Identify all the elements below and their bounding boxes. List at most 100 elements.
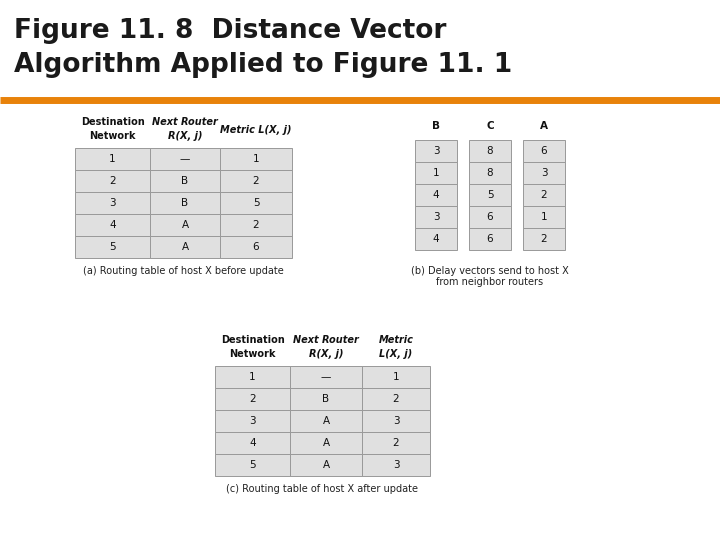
Text: 5: 5	[249, 460, 256, 470]
Bar	[75, 170, 150, 192]
Text: —: —	[321, 372, 331, 382]
Bar	[362, 454, 430, 476]
Bar	[362, 388, 430, 410]
Bar	[523, 162, 565, 184]
Text: B: B	[181, 198, 189, 208]
Bar	[215, 432, 290, 454]
Text: R(X, j): R(X, j)	[168, 131, 202, 141]
Text: 2: 2	[392, 438, 400, 448]
Text: 4: 4	[109, 220, 116, 230]
Bar	[469, 162, 511, 184]
Text: 1: 1	[253, 154, 259, 164]
Bar	[362, 410, 430, 432]
Bar	[220, 148, 292, 170]
Text: 1: 1	[109, 154, 116, 164]
Bar	[469, 184, 511, 206]
Text: Destination: Destination	[220, 335, 284, 345]
Text: A: A	[181, 220, 189, 230]
Text: 5: 5	[487, 190, 493, 200]
Text: 2: 2	[253, 220, 259, 230]
Text: —: —	[180, 154, 190, 164]
Bar	[290, 366, 362, 388]
Text: A: A	[323, 416, 330, 426]
Text: 3: 3	[109, 198, 116, 208]
Text: 1: 1	[433, 168, 439, 178]
Text: 6: 6	[487, 212, 493, 222]
Text: (c) Routing table of host X after update: (c) Routing table of host X after update	[227, 484, 418, 494]
Text: A: A	[540, 121, 548, 131]
Bar	[362, 432, 430, 454]
Text: B: B	[181, 176, 189, 186]
Text: 4: 4	[249, 438, 256, 448]
Bar	[523, 140, 565, 162]
Text: 3: 3	[392, 460, 400, 470]
Bar	[215, 454, 290, 476]
Text: 2: 2	[253, 176, 259, 186]
Text: 1: 1	[541, 212, 547, 222]
Text: Algorithm Applied to Figure 11. 1: Algorithm Applied to Figure 11. 1	[14, 52, 512, 78]
Text: Metric: Metric	[379, 335, 413, 345]
Text: 5: 5	[253, 198, 259, 208]
Text: Next Router: Next Router	[152, 117, 218, 127]
Text: A: A	[323, 438, 330, 448]
Bar	[75, 214, 150, 236]
Bar	[415, 206, 457, 228]
Bar	[215, 410, 290, 432]
Bar	[75, 192, 150, 214]
Text: Network: Network	[89, 131, 136, 141]
Text: 2: 2	[541, 190, 547, 200]
Text: 2: 2	[392, 394, 400, 404]
Text: 2: 2	[541, 234, 547, 244]
Bar	[75, 236, 150, 258]
Bar	[290, 432, 362, 454]
Text: Next Router: Next Router	[293, 335, 359, 345]
Text: 3: 3	[541, 168, 547, 178]
Bar	[215, 388, 290, 410]
Text: A: A	[181, 242, 189, 252]
Bar	[150, 148, 220, 170]
Text: A: A	[323, 460, 330, 470]
Text: B: B	[432, 121, 440, 131]
Text: C: C	[486, 121, 494, 131]
Bar	[523, 184, 565, 206]
Bar	[523, 228, 565, 250]
Bar	[215, 366, 290, 388]
Bar	[469, 206, 511, 228]
Bar	[150, 192, 220, 214]
Text: 3: 3	[433, 212, 439, 222]
Bar	[523, 206, 565, 228]
Bar	[469, 228, 511, 250]
Text: Figure 11. 8  Distance Vector: Figure 11. 8 Distance Vector	[14, 18, 446, 44]
Text: 6: 6	[541, 146, 547, 156]
Text: 6: 6	[253, 242, 259, 252]
Text: 2: 2	[109, 176, 116, 186]
Text: from neighbor routers: from neighbor routers	[436, 277, 544, 287]
Text: Destination: Destination	[81, 117, 145, 127]
Text: 8: 8	[487, 146, 493, 156]
Bar	[362, 366, 430, 388]
Text: 2: 2	[249, 394, 256, 404]
Text: 3: 3	[392, 416, 400, 426]
Text: 5: 5	[109, 242, 116, 252]
Bar	[415, 140, 457, 162]
Text: R(X, j): R(X, j)	[309, 349, 343, 359]
Bar	[150, 236, 220, 258]
Bar	[290, 388, 362, 410]
Text: 8: 8	[487, 168, 493, 178]
Text: L(X, j): L(X, j)	[379, 349, 413, 359]
Bar	[75, 148, 150, 170]
Text: 1: 1	[249, 372, 256, 382]
Bar	[290, 454, 362, 476]
Bar	[220, 170, 292, 192]
Bar	[469, 140, 511, 162]
Bar	[220, 214, 292, 236]
Text: Network: Network	[229, 349, 276, 359]
Text: Metric L(X, j): Metric L(X, j)	[220, 125, 292, 135]
Bar	[150, 214, 220, 236]
Bar	[220, 192, 292, 214]
Text: 4: 4	[433, 234, 439, 244]
Bar	[415, 184, 457, 206]
Text: B: B	[323, 394, 330, 404]
Bar	[415, 228, 457, 250]
Text: (a) Routing table of host X before update: (a) Routing table of host X before updat…	[83, 266, 284, 276]
